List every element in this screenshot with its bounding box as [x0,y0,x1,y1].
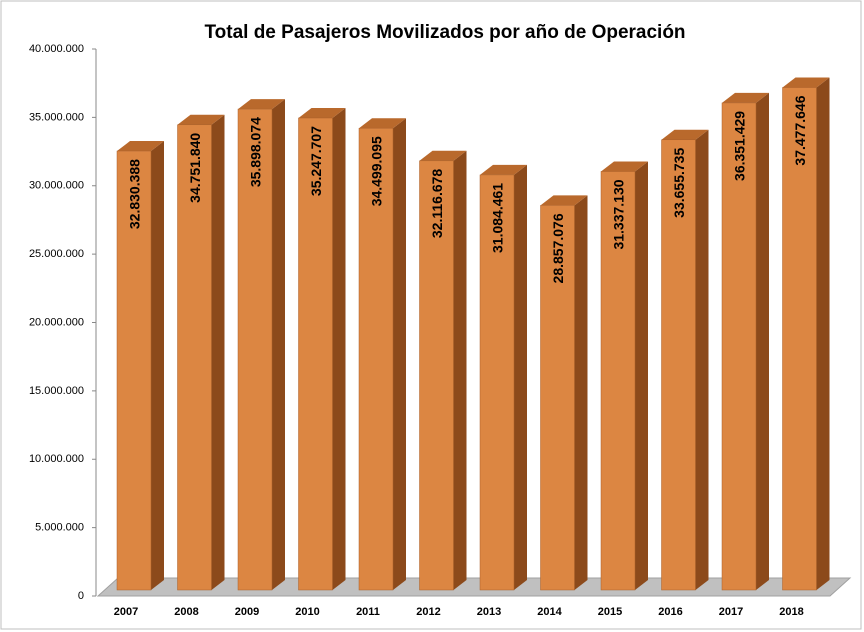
data-label: 36.351.429 [732,111,748,181]
y-tick-label: 15.000.000 [29,385,84,397]
data-label: 31.084.461 [490,183,506,253]
bar-side [695,129,709,591]
x-tick-label: 2015 [598,606,622,618]
x-tick-label: 2009 [235,606,259,618]
y-tick-label: 20.000.000 [29,316,84,328]
data-label: 32.116.678 [429,169,445,239]
data-label: 32.830.388 [127,159,143,229]
y-tick-label: 35.000.000 [29,111,84,123]
x-tick-label: 2012 [416,606,440,618]
chart-title: Total de Pasajeros Movilizados por año d… [204,22,685,43]
bar-top [480,164,527,175]
bar-side [332,107,346,590]
bar [661,139,696,591]
data-label: 35.898.074 [248,117,264,187]
bar-side [514,164,527,591]
bar-top [601,161,648,172]
x-tick-label: 2011 [356,606,380,618]
y-tick-label: 30.000.000 [29,180,84,192]
bar [298,117,333,591]
bar-side [756,92,769,590]
bar-top [298,107,346,118]
bar [600,171,636,591]
x-tick-label: 2014 [537,606,562,618]
x-tick-label: 2007 [114,606,138,618]
data-label: 34.499.095 [369,136,385,206]
bar [237,108,273,591]
bar-top [177,114,225,125]
data-label: 37.477.646 [792,95,808,165]
bar-top [419,150,467,161]
bar-side [574,195,588,590]
bar [177,124,212,591]
bar-top [722,92,769,103]
bar-top [359,118,406,129]
bar-side [453,150,467,590]
x-tick-label: 2018 [779,606,803,618]
bar-side [272,99,285,590]
x-tick-label: 2008 [174,606,198,618]
data-label: 33.655.735 [671,148,687,218]
bar-top [117,141,164,152]
bar-side [393,118,406,590]
bar-top [238,99,285,110]
y-tick-label: 40.000.000 [29,43,84,55]
data-label: 31.337.130 [611,179,627,249]
bar [540,205,575,591]
data-label: 35.247.707 [308,126,324,196]
bar-side [151,141,164,591]
bar [782,87,817,591]
y-tick-label: 10.000.000 [29,453,84,465]
y-tick-label: 25.000.000 [29,248,84,260]
y-tick-label: 5.000.000 [35,522,84,534]
bar-top [661,129,709,140]
bar [116,150,152,591]
bar-top [782,77,830,88]
bar-side [635,161,648,590]
bar [419,160,454,591]
y-tick-label: 0 [78,590,84,602]
bar [721,102,757,591]
x-tick-label: 2016 [658,606,682,618]
bar-side [816,77,830,591]
x-tick-label: 2017 [719,606,743,618]
bar [358,127,394,591]
x-tick-label: 2013 [477,606,501,618]
data-label: 28.857.076 [550,213,566,283]
data-label: 34.751.840 [187,133,203,203]
bar [479,174,515,591]
bar-top [540,195,588,206]
bar-side [211,114,225,590]
x-tick-label: 2010 [295,606,319,618]
